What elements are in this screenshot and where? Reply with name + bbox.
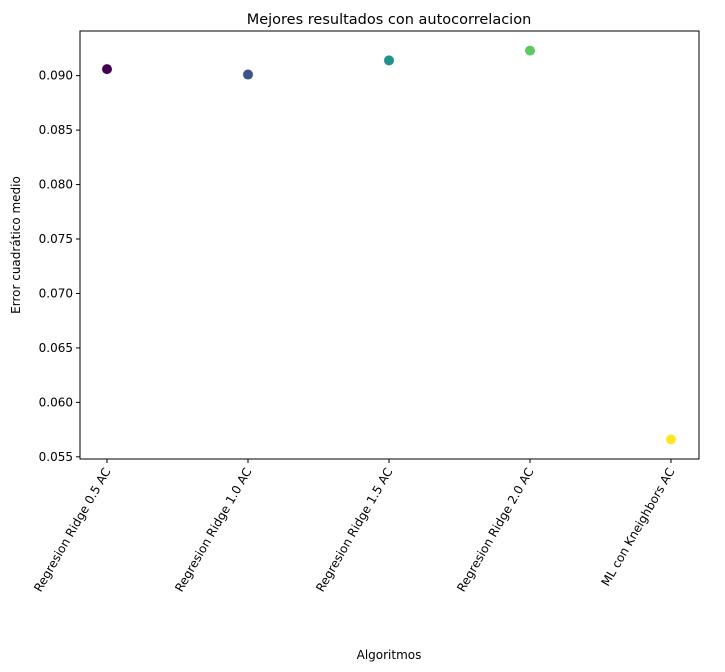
data-point — [666, 434, 676, 445]
x-axis: Regresion Ridge 0.5 AC Regresion Ridge 1.… — [31, 459, 678, 595]
x-tick-label: Regresion Ridge 2.0 AC — [454, 466, 536, 595]
x-tick-label: Regresion Ridge 1.5 AC — [313, 466, 395, 595]
data-points — [102, 45, 676, 445]
y-tick-label: 0.055 — [39, 450, 73, 464]
y-tick-label: 0.060 — [39, 395, 73, 409]
y-axis: 0.055 0.060 0.065 0.070 0.075 0.080 0.085 0.090 — [39, 69, 80, 464]
x-axis-label: Algoritmos — [357, 648, 422, 662]
y-tick-label: 0.075 — [39, 232, 73, 246]
y-tick-label: 0.090 — [39, 69, 73, 83]
data-point — [384, 55, 394, 66]
y-tick-label: 0.080 — [39, 178, 73, 192]
y-tick-label: 0.085 — [39, 123, 73, 137]
chart-title: Mejores resultados con autocorrelacion — [247, 12, 532, 28]
y-tick-label: 0.070 — [39, 286, 73, 300]
data-point — [102, 64, 112, 75]
x-tick-label: Regresion Ridge 1.0 AC — [172, 466, 254, 595]
x-tick-label: ML con Kneighbors AC — [598, 466, 677, 589]
x-tick-label: Regresion Ridge 0.5 AC — [31, 466, 113, 595]
y-tick-label: 0.065 — [39, 341, 73, 355]
plot-area — [79, 30, 700, 460]
data-point — [525, 45, 535, 56]
y-axis-label: Error cuadrático medio — [9, 176, 23, 314]
data-point — [243, 69, 253, 80]
